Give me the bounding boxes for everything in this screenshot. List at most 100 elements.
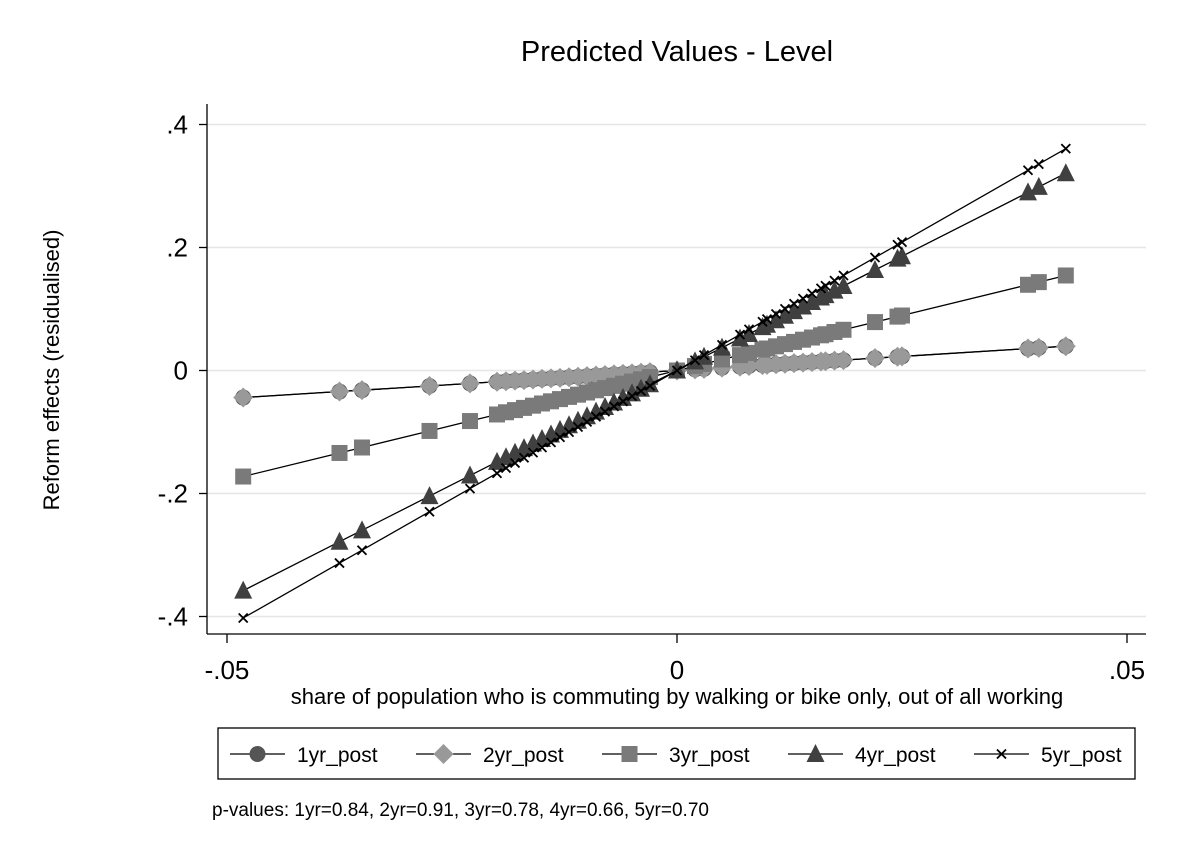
data-point [419, 375, 440, 396]
data-point [1030, 274, 1047, 291]
legend-label: 3yr_post [669, 744, 750, 767]
y-tick-label: -.4 [158, 602, 188, 632]
legend-item-1yr_post: 1yr_post [230, 744, 378, 767]
data-point [776, 305, 794, 324]
data-point [1056, 163, 1075, 182]
data-point [356, 545, 368, 556]
data-point [509, 457, 521, 469]
data-point [545, 437, 557, 448]
data-point [731, 328, 749, 347]
data-point [581, 416, 593, 427]
legend-marker [621, 746, 638, 762]
data-point [352, 380, 372, 401]
data-point [536, 442, 548, 453]
data-point [794, 296, 812, 315]
data-point [716, 339, 728, 350]
data-point [671, 365, 683, 376]
data-point [893, 246, 911, 265]
data-point [238, 612, 249, 624]
data-point [1033, 158, 1044, 170]
data-point [770, 308, 782, 320]
data-point [527, 447, 539, 458]
y-ticks: -.4 -.2 0 .2 .4 [158, 110, 207, 632]
data-point [491, 468, 503, 479]
data-point [820, 280, 831, 291]
data-point [354, 439, 370, 456]
legend-item-2yr_post: 2yr_post [416, 744, 564, 767]
series-layer [233, 143, 1076, 624]
chart-title: Predicted Values - Level [521, 36, 833, 68]
data-point [461, 465, 479, 484]
data-point [803, 291, 821, 310]
data-point [758, 314, 776, 333]
data-point [329, 381, 350, 402]
data-point [626, 391, 638, 402]
data-point [233, 387, 254, 408]
data-point [420, 486, 439, 505]
data-point [563, 426, 575, 438]
data-point [816, 285, 835, 304]
data-point [892, 346, 912, 367]
data-point [779, 303, 791, 315]
legend-marker [996, 748, 1007, 760]
data-point [235, 468, 252, 485]
y-tick-label: -.2 [158, 479, 188, 509]
data-point [515, 438, 533, 457]
data-point [806, 288, 818, 299]
data-point [462, 413, 478, 430]
y-axis-label: Reform effects (residualised) [39, 230, 64, 511]
data-point [896, 237, 908, 248]
data-point [644, 380, 656, 392]
data-point [554, 432, 566, 443]
legend-label: 5yr_post [1041, 744, 1122, 767]
data-point [867, 314, 883, 331]
data-point [421, 422, 438, 439]
data-point [1028, 337, 1049, 358]
data-point [331, 444, 348, 461]
data-point [518, 452, 530, 463]
data-point [1018, 338, 1038, 359]
data-point [698, 349, 710, 361]
data-point [825, 280, 844, 299]
data-point [424, 506, 435, 517]
data-point [788, 298, 800, 309]
legend-label: 2yr_post [483, 744, 564, 767]
data-point [234, 580, 253, 599]
data-point [797, 293, 809, 304]
series-3yr_post [235, 267, 1074, 485]
data-point [464, 483, 476, 494]
series-line [242, 148, 1067, 619]
data-point [1029, 176, 1048, 195]
data-point [590, 411, 602, 422]
data-point [572, 421, 584, 433]
data-point [689, 355, 701, 366]
legend-marker [249, 746, 266, 762]
data-point [835, 321, 852, 338]
data-point [608, 401, 620, 412]
data-point [713, 337, 731, 356]
data-point [1060, 143, 1071, 154]
data-point [1019, 182, 1037, 201]
p-values-note: p-values: 1yr=0.84, 2yr=0.91, 3yr=0.78, … [212, 800, 709, 821]
data-point [740, 323, 758, 342]
x-tick-label: 0 [670, 655, 684, 685]
data-point [894, 307, 910, 324]
data-point [488, 451, 506, 470]
x-ticks: -.05 0 .05 [205, 634, 1145, 685]
data-point [833, 350, 854, 371]
data-point [1022, 165, 1034, 176]
data-point [605, 392, 623, 411]
data-point [767, 310, 785, 329]
legend-label: 4yr_post [855, 744, 936, 767]
data-point [869, 252, 881, 263]
data-point [865, 348, 885, 369]
data-point [834, 275, 853, 294]
data-point [353, 520, 371, 539]
data-point [524, 433, 542, 452]
data-point [741, 344, 757, 361]
legend-marker [433, 744, 454, 764]
legend-label: 1yr_post [297, 744, 378, 767]
data-point [500, 462, 512, 474]
